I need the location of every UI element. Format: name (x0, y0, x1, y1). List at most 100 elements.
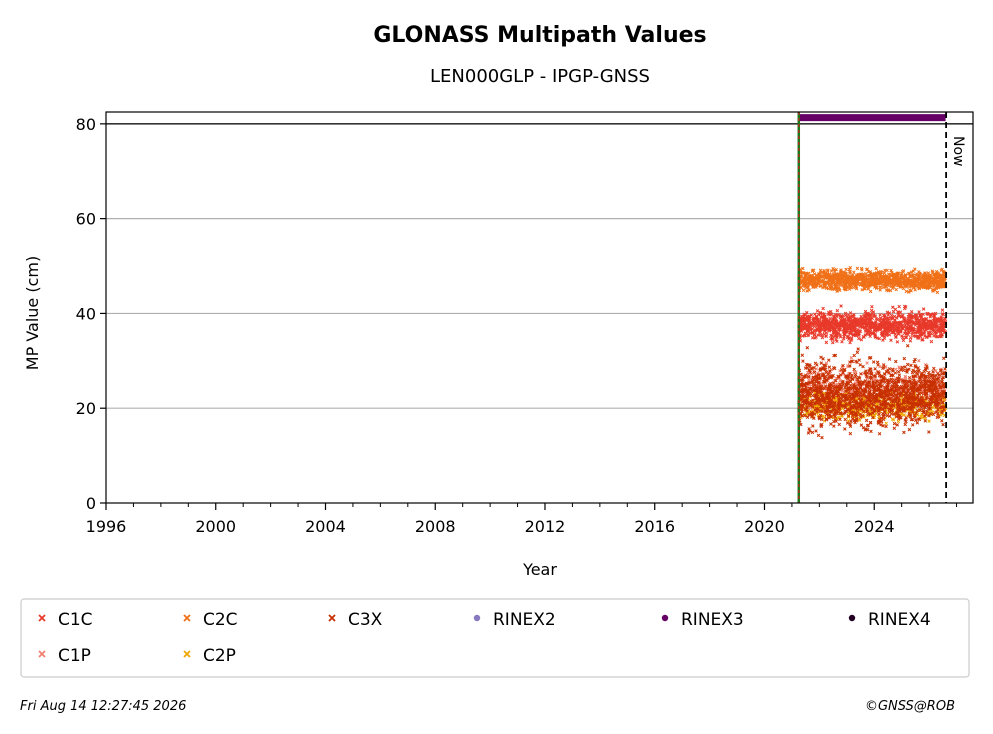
data-point (819, 361, 824, 365)
legend-label: RINEX4 (868, 610, 931, 630)
data-point (827, 358, 831, 362)
legend-marker (848, 614, 856, 622)
data-point (907, 427, 912, 432)
chart-title: GLONASS Multipath Values (373, 23, 706, 48)
x-axis-ticks: 1996 2000 2004 2008 2012 2016 2020 2024 (86, 503, 958, 536)
data-point (863, 287, 867, 291)
data-point (930, 269, 934, 273)
data-point (801, 288, 806, 293)
data-point (911, 423, 915, 427)
data-point (941, 422, 945, 427)
data-point (911, 273, 916, 278)
data-point (843, 427, 847, 431)
data-point (915, 421, 920, 425)
legend-label: RINEX3 (681, 610, 744, 630)
data-point (884, 421, 888, 426)
data-point (927, 430, 931, 434)
series-c1c (797, 304, 948, 345)
data-point (895, 340, 900, 344)
data-point (807, 288, 811, 292)
y-tick-label: 0 (86, 494, 96, 513)
data-point (905, 362, 910, 367)
data-point (885, 268, 889, 273)
data-point (855, 266, 860, 271)
data-point (908, 339, 913, 343)
data-point (874, 266, 878, 271)
legend-label: C1C (58, 610, 93, 630)
data-point (924, 274, 928, 279)
data-point (843, 417, 848, 422)
data-point (902, 356, 907, 361)
data-point (881, 363, 886, 367)
data-point (908, 335, 913, 340)
data-point (909, 363, 913, 368)
data-point (870, 304, 874, 309)
legend-label: C1P (58, 646, 91, 666)
data-point (831, 340, 835, 345)
data-point (805, 289, 809, 293)
data-point (811, 424, 815, 428)
series-c2c (797, 265, 948, 295)
data-point (805, 346, 810, 350)
data-point (903, 422, 907, 427)
y-tick-label: 40 (76, 304, 96, 323)
data-point (873, 367, 877, 371)
data-point (855, 350, 860, 355)
data-point (896, 419, 901, 424)
data-point (914, 418, 918, 423)
data-point (895, 275, 900, 279)
data-point (901, 286, 906, 291)
copyright-footer: ©GNSS@ROB (865, 699, 955, 714)
data-point (815, 309, 820, 313)
legend-marker (661, 614, 669, 622)
data-point (865, 361, 869, 365)
y-tick-label: 60 (76, 210, 96, 229)
data-point (852, 367, 856, 372)
data-point (832, 270, 837, 274)
data-point (903, 365, 907, 369)
legend-label: C2P (203, 646, 236, 666)
data-point (800, 353, 805, 357)
data-point (916, 369, 920, 374)
data-point (895, 423, 900, 427)
data-point (940, 308, 945, 312)
data-point (871, 360, 876, 364)
data-point (893, 367, 898, 372)
y-tick-label: 20 (76, 399, 96, 418)
data-point (892, 426, 897, 431)
data-point (856, 347, 860, 351)
x-tick-label: 2016 (634, 517, 675, 536)
data-point (868, 271, 873, 276)
data-point (843, 271, 848, 276)
data-point (848, 269, 852, 274)
data-point (881, 366, 885, 371)
data-point (820, 435, 824, 440)
data-point (913, 267, 917, 271)
data-point (852, 353, 856, 358)
data-point (827, 365, 832, 369)
x-axis-label: Year (522, 560, 557, 579)
data-point (876, 363, 880, 367)
data-point (814, 429, 818, 433)
data-point (878, 285, 883, 289)
data-point (902, 413, 906, 417)
data-point (930, 278, 934, 283)
data-point (874, 286, 879, 290)
now-label: Now (950, 136, 966, 167)
legend-label: C2C (203, 610, 238, 630)
data-point (811, 268, 816, 273)
legend-label: C3X (348, 610, 383, 630)
data-point (881, 285, 885, 290)
data-point (901, 269, 906, 273)
data-point (864, 418, 869, 423)
data-point (891, 305, 895, 310)
data-point (892, 421, 897, 426)
series-c3x (797, 344, 948, 440)
data-point (907, 290, 911, 294)
data-point (892, 314, 897, 319)
data-point (857, 336, 861, 341)
data-point (917, 358, 921, 363)
data-point (866, 273, 870, 278)
